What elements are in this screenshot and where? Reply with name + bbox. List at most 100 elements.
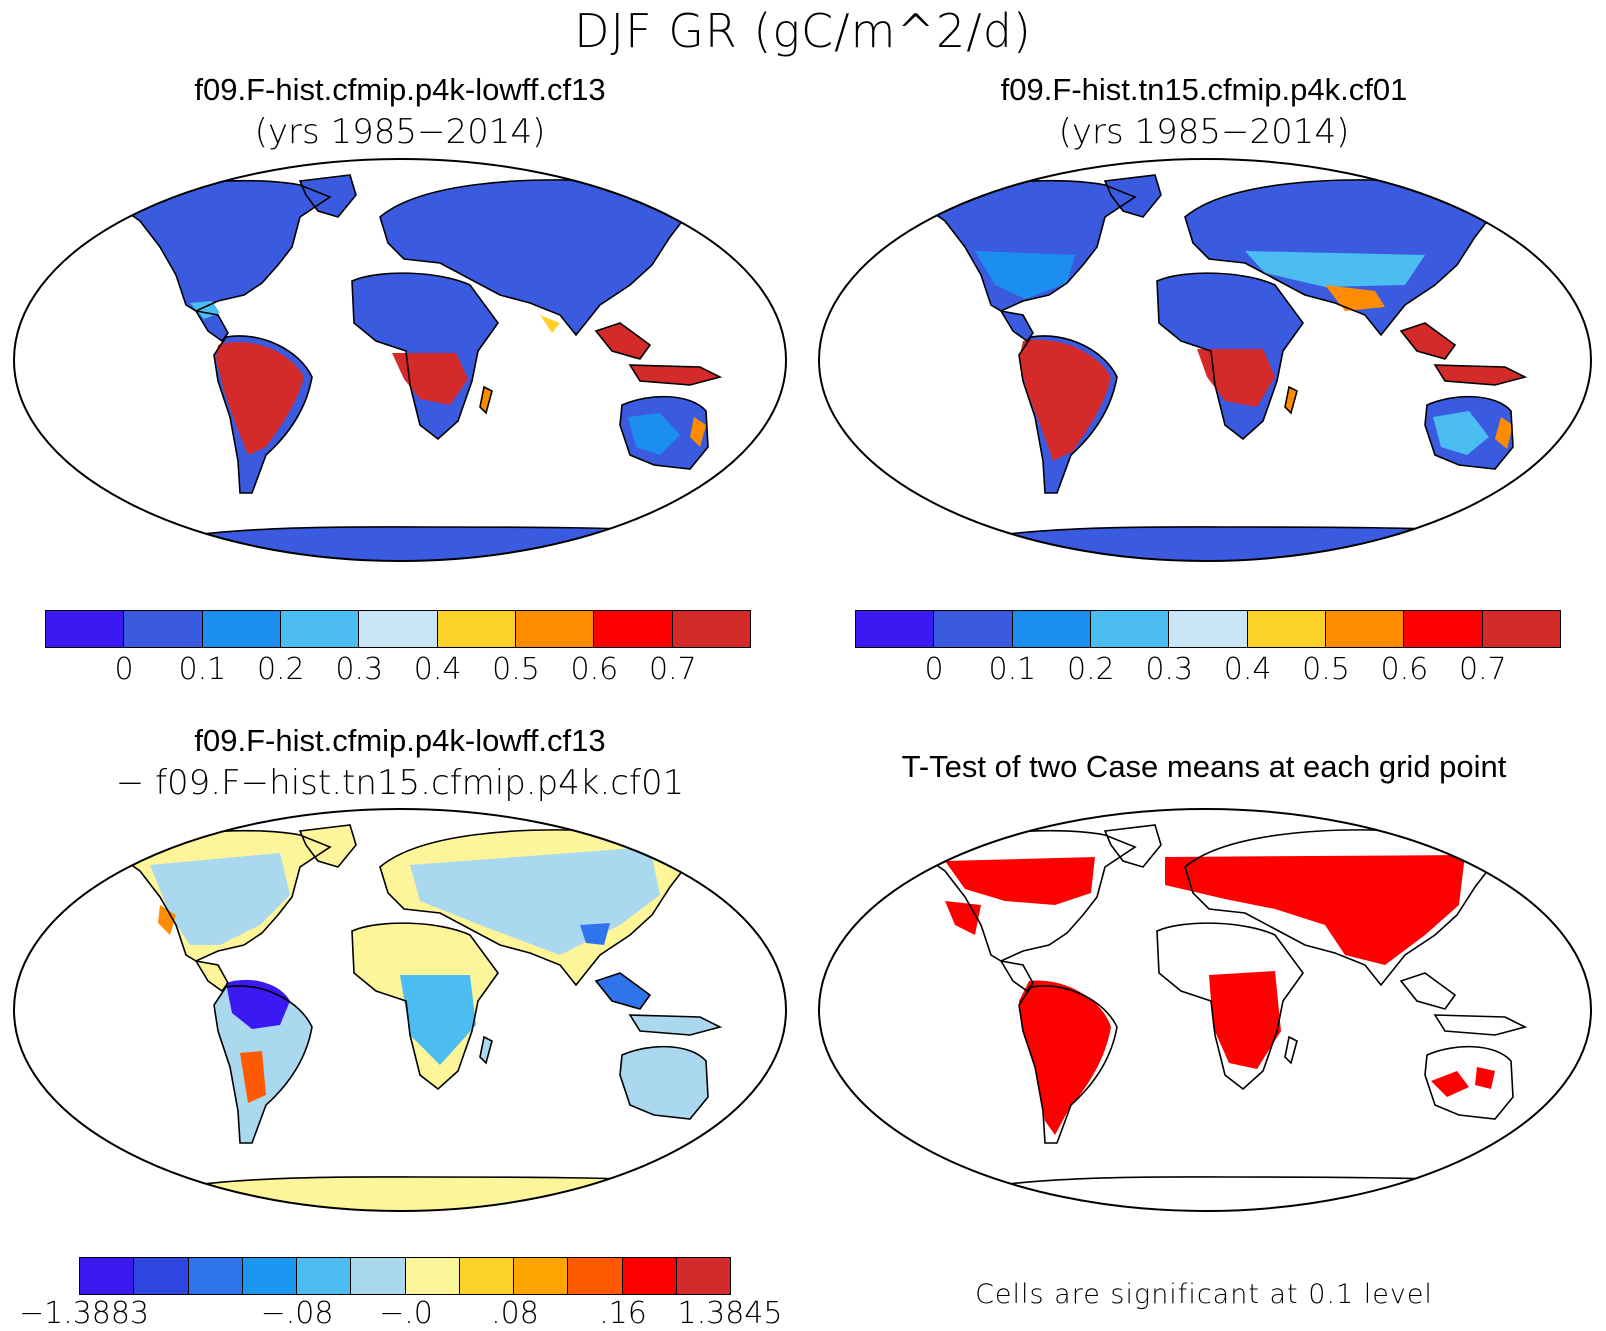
- colorbar-swatch: [351, 1258, 406, 1294]
- land-seasia: [1401, 973, 1455, 1009]
- significance-note: Cells are significant at 0.1 level: [975, 1279, 1433, 1310]
- land-antarctica: [865, 1176, 1565, 1211]
- colorbar-tick-label: 0.5: [492, 652, 540, 687]
- colorbar-tick-label: 0: [924, 652, 944, 687]
- figure-title: DJF GR (gC/m^2/d): [574, 4, 1032, 58]
- land-antarctica: [60, 526, 760, 561]
- field-region: [945, 857, 1095, 905]
- colorbar-tick-label: 0.2: [1066, 652, 1115, 687]
- colorbar-swatch: [359, 611, 438, 647]
- field-region: [226, 979, 290, 1029]
- land-indonesia: [630, 365, 720, 385]
- colorbar-tick-label: 0.4: [413, 652, 462, 687]
- panel2-colorbar: [855, 610, 1561, 648]
- coastline-australia: [619, 1045, 709, 1120]
- land-camerica: [1001, 311, 1033, 341]
- colorbar-swatch: [676, 1258, 730, 1294]
- coastline-camerica: [999, 959, 1034, 993]
- colorbar-swatch: [242, 1258, 297, 1294]
- colorbar-tick-label: 0.6: [1380, 652, 1429, 687]
- field-region: [1475, 1067, 1495, 1089]
- coastline-africa: [351, 272, 499, 441]
- field-region: [150, 853, 290, 945]
- map-border: [13, 158, 787, 562]
- coastline-camerica: [194, 959, 229, 993]
- land-seasia: [596, 323, 650, 359]
- colorbar-tick-label: 1.3845: [677, 1296, 783, 1331]
- coastline-madagascar: [1284, 385, 1298, 415]
- colorbar-swatch: [1012, 611, 1091, 647]
- colorbar-swatch: [202, 611, 281, 647]
- coastline-africa: [1156, 922, 1304, 1091]
- colorbar-tick-label: 0.3: [335, 652, 384, 687]
- field-region: [392, 353, 468, 405]
- field-region: [1019, 980, 1111, 1135]
- land-antarctica: [60, 1176, 760, 1211]
- colorbar-tick-label: −.0: [379, 1296, 433, 1331]
- colorbar-swatch: [515, 611, 595, 647]
- colorbar-tick-label: 0.7: [1458, 652, 1507, 687]
- map-border: [13, 808, 787, 1212]
- coastline-camerica: [999, 309, 1034, 343]
- land-camerica: [196, 961, 228, 991]
- panel3-subtitle: − f09.F−hist.tn15.cfmip.p4k.cf01: [115, 763, 685, 803]
- colorbar-swatch: [297, 1258, 352, 1294]
- coastline-greenland: [298, 824, 357, 868]
- coastline-samerica: [1018, 985, 1118, 1144]
- field-region: [540, 315, 560, 333]
- field-region: [1495, 417, 1513, 449]
- land-australia: [1425, 1046, 1513, 1119]
- panel1-title: f09.F-hist.cfmip.p4k-lowff.cf13: [194, 72, 606, 107]
- colorbar-swatch: [594, 611, 673, 647]
- coastline-indonesia: [1433, 364, 1528, 386]
- colorbar-swatch: [514, 1258, 569, 1294]
- colorbar-tick-label: 0.7: [648, 652, 697, 687]
- coastline-samerica: [1018, 335, 1118, 494]
- colorbar-swatch: [1090, 611, 1170, 647]
- field-region: [690, 417, 706, 447]
- colorbar-tick-label: .08: [491, 1296, 539, 1331]
- land-seasia: [1401, 323, 1455, 359]
- colorbar-tick-label: −.08: [260, 1296, 334, 1331]
- coastline-greenland: [298, 174, 357, 218]
- colorbar-swatch: [1169, 611, 1248, 647]
- map-border: [818, 158, 1592, 562]
- colorbar-swatch: [80, 1258, 135, 1294]
- field-region: [240, 1051, 266, 1103]
- panel1-map: [13, 158, 787, 562]
- field-region: [628, 413, 680, 455]
- coastline-madagascar: [1284, 1035, 1298, 1065]
- coastline-australia: [1424, 1045, 1514, 1120]
- field-region: [1019, 339, 1111, 461]
- field-region: [1431, 1071, 1469, 1097]
- field-region: [158, 905, 176, 935]
- colorbar-swatch: [437, 611, 516, 647]
- colorbar-swatch: [1247, 611, 1326, 647]
- field-region: [1165, 855, 1465, 965]
- coastline-australia: [619, 395, 709, 470]
- panel2-map: [818, 158, 1592, 562]
- coastline-seasia: [1399, 322, 1457, 360]
- colorbar-swatch: [405, 1258, 460, 1294]
- field-region: [1209, 971, 1281, 1069]
- colorbar-swatch: [124, 611, 203, 647]
- coastline-seasia: [1399, 972, 1457, 1010]
- coastline-indonesia: [628, 364, 723, 386]
- colorbar-tick-label: 0.3: [1145, 652, 1194, 687]
- field-region: [1433, 411, 1489, 455]
- coastline-samerica: [213, 985, 313, 1144]
- colorbar-swatch: [280, 611, 360, 647]
- land-indonesia: [1435, 1015, 1525, 1035]
- coastline-seasia: [594, 972, 652, 1010]
- colorbar-tick-label: 0: [114, 652, 134, 687]
- land-indonesia: [630, 1015, 720, 1035]
- colorbar-tick-label: 0.5: [1302, 652, 1350, 687]
- panel1-colorbar-ticks: 0 0.1 0.2 0.3 0.4 0.5 0.6 0.7: [0, 652, 800, 687]
- colorbar-tick-label: 0.1: [988, 652, 1037, 687]
- panel1-subtitle: (yrs 1985−2014): [254, 112, 546, 152]
- coastline-greenland: [1103, 174, 1162, 218]
- coastline-greenland: [1103, 824, 1162, 868]
- field-region: [580, 923, 610, 945]
- colorbar-swatch: [459, 1258, 514, 1294]
- coastline-seasia: [594, 322, 652, 360]
